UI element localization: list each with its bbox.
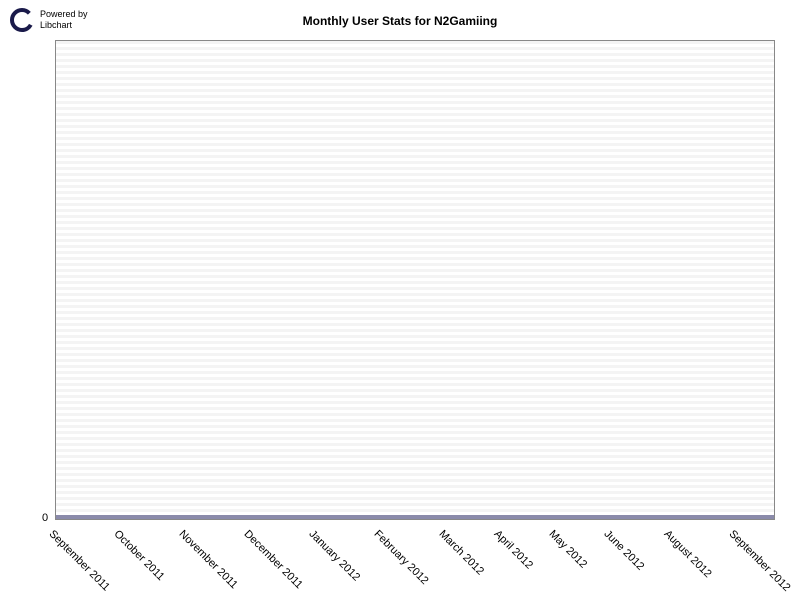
x-label-1: October 2011 bbox=[112, 528, 167, 583]
x-label-8: May 2012 bbox=[547, 528, 590, 571]
chart-baseline bbox=[56, 515, 774, 519]
x-label-3: December 2011 bbox=[242, 528, 305, 591]
logo-section: Powered by Libchart bbox=[10, 8, 88, 32]
x-label-10: August 2012 bbox=[662, 528, 714, 580]
powered-by-label: Powered by bbox=[40, 9, 88, 20]
x-label-6: March 2012 bbox=[437, 528, 487, 578]
x-label-4: January 2012 bbox=[307, 528, 363, 584]
libchart-label: Libchart bbox=[40, 20, 88, 31]
x-label-5: February 2012 bbox=[372, 528, 431, 587]
chart-plot-area bbox=[55, 40, 775, 520]
x-label-2: November 2011 bbox=[177, 528, 240, 591]
x-label-11: September 2012 bbox=[727, 528, 793, 594]
x-label-7: April 2012 bbox=[492, 528, 536, 572]
y-axis-tick-0: 0 bbox=[42, 512, 48, 524]
chart-title: Monthly User Stats for N2Gamiing bbox=[303, 14, 498, 28]
x-label-0: September 2011 bbox=[47, 528, 112, 593]
chart-gridlines bbox=[56, 41, 774, 519]
x-label-9: June 2012 bbox=[602, 528, 647, 573]
libchart-logo-icon bbox=[10, 8, 34, 32]
logo-text: Powered by Libchart bbox=[40, 9, 88, 31]
